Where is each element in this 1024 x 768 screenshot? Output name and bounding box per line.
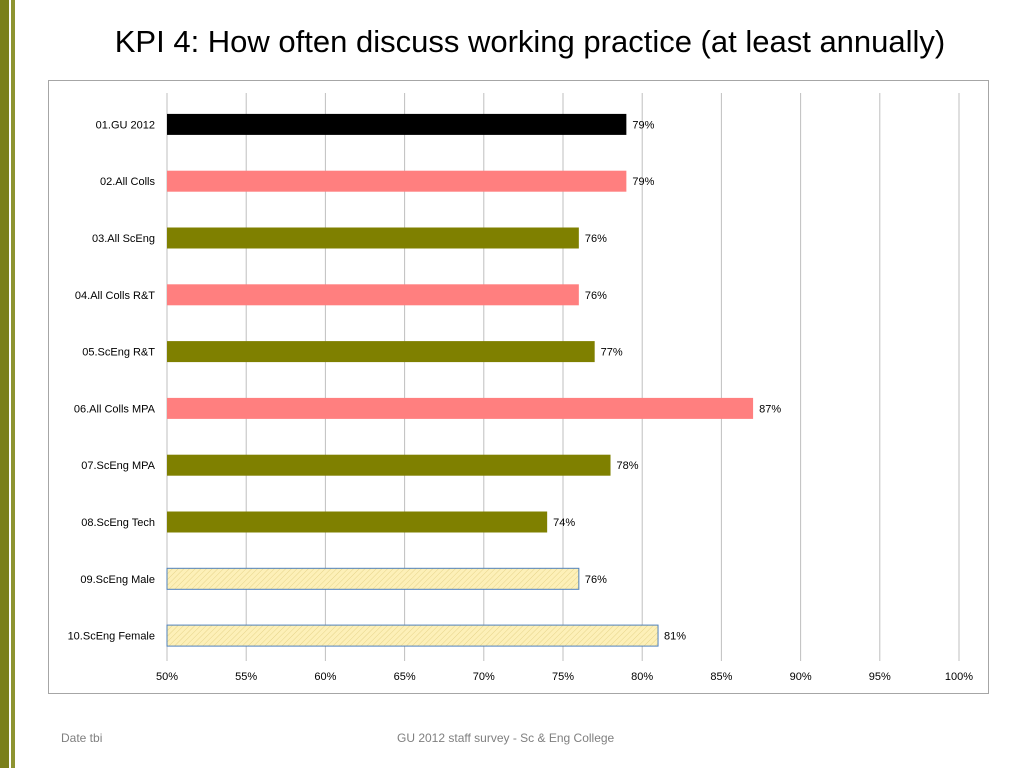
data-label: 79% [632,176,654,188]
category-label: 05.ScEng R&T [82,347,155,359]
bar [167,284,579,306]
x-tick-label: 95% [869,671,891,683]
data-label: 77% [601,347,623,359]
category-label: 02.All Colls [100,176,156,188]
data-label: 76% [585,233,607,245]
category-label: 01.GU 2012 [96,119,155,131]
x-tick-labels: 50% 55% 60% 65% 70% 75% 80% 85% 90% 95% 100% [156,671,973,683]
bar [167,454,611,476]
bar [167,397,754,419]
category-label: 04.All Colls R&T [75,290,155,302]
bar-chart: 79% 79% 76% 76% 77% 87% 78% 74% 76% 81% 01.GU 201… [68,93,973,683]
footer-date: Date tbi [61,731,103,745]
bar [167,227,579,249]
category-label: 03.All ScEng [92,233,155,245]
x-tick-label: 85% [710,671,732,683]
data-label: 76% [585,290,607,302]
x-tick-label: 65% [394,671,416,683]
x-tick-label: 75% [552,671,574,683]
x-tick-label: 50% [156,671,178,683]
x-tick-label: 90% [790,671,812,683]
category-labels: 01.GU 2012 02.All Colls 03.All ScEng 04.All… [68,119,156,642]
slide-title: KPI 4: How often discuss working practic… [114,24,946,59]
data-label: 78% [617,460,639,472]
data-label: 79% [632,119,654,131]
x-tick-label: 60% [314,671,336,683]
x-tick-label: 55% [235,671,257,683]
data-label: 76% [585,574,607,586]
category-label: 06.All Colls MPA [74,403,156,415]
bar [166,567,580,590]
category-label: 09.ScEng Male [80,574,155,586]
x-tick-label: 80% [631,671,653,683]
category-label: 10.ScEng Female [68,631,155,643]
chart-frame: 79% 79% 76% 76% 77% 87% 78% 74% 76% 81% 01.GU 201… [48,80,989,694]
data-label: 81% [664,631,686,643]
bar [167,341,595,363]
data-labels: 79% 79% 76% 76% 77% 87% 78% 74% 76% 81% [553,119,781,642]
bar [167,113,627,135]
bar [167,170,627,192]
data-label: 74% [553,517,575,529]
bar [167,511,548,533]
category-label: 07.ScEng MPA [81,460,155,472]
x-tick-label: 70% [473,671,495,683]
category-label: 08.ScEng Tech [81,517,155,529]
x-tick-label: 100% [945,671,973,683]
bar [166,624,659,647]
footer-caption: GU 2012 staff survey - Sc & Eng College [397,731,615,745]
bars [166,113,754,647]
left-accent-bar-thin [11,0,15,768]
data-label: 87% [759,403,781,415]
left-accent-bar [0,0,9,768]
